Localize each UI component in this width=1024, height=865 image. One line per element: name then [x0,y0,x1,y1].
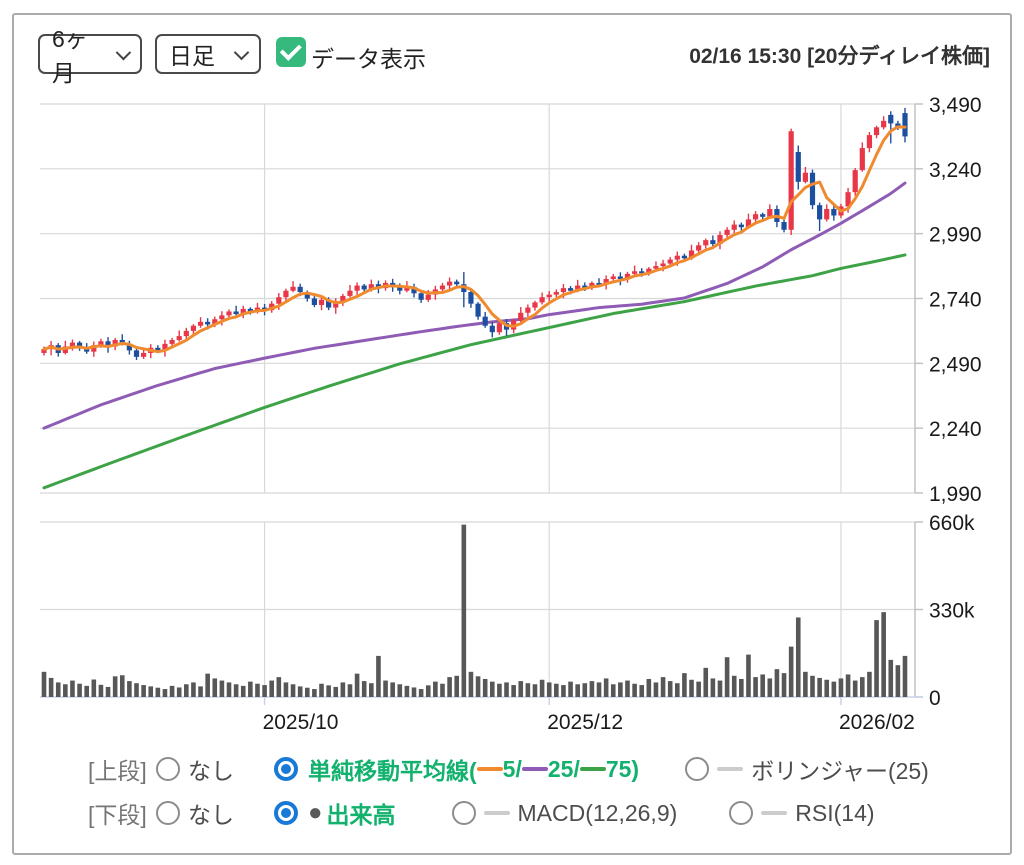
sma25-line-swatch [521,767,548,771]
lower-none-radio[interactable] [156,801,180,825]
lower-none-label[interactable]: なし [188,802,234,828]
rsi-label[interactable]: RSI(14) [795,799,875,826]
svg-text:3,240: 3,240 [929,159,982,182]
macd-label[interactable]: MACD(12,26,9) [517,799,678,826]
chevron-down-icon [233,44,250,60]
sma25-label: 25/ [547,755,580,782]
period-select[interactable]: 6ヶ月 [38,26,142,86]
upper-none-label[interactable]: なし [188,758,234,784]
check-icon [279,38,302,61]
sma-radio[interactable] [274,757,298,781]
volume-radio[interactable] [274,801,298,825]
svg-text:2,740: 2,740 [929,289,982,312]
macd-radio[interactable] [451,801,476,825]
interval-select-value: 日足 [169,43,215,69]
volume-bar-swatch: ● [308,799,323,826]
period-select-value: 6ヶ月 [52,26,88,86]
upper-indicator-row: [上段] なし 単純移動平均線( 5/ 25/ 75) ボリンジャー(25) [88,751,929,787]
lower-indicator-row: [下段] なし ● 出来高 MACD(12,26,9) RSI(14) [88,795,875,831]
data-display-label[interactable]: データ表示 [311,46,426,72]
svg-text:2025/12: 2025/12 [547,711,623,734]
rsi-line-swatch [761,811,788,815]
widget-frame [12,13,1012,855]
svg-text:330k: 330k [929,600,975,623]
svg-text:2,490: 2,490 [929,353,982,376]
interval-select[interactable]: 日足 [155,34,261,74]
svg-text:2,990: 2,990 [929,224,982,247]
svg-text:1,990: 1,990 [929,483,982,506]
svg-text:3,490: 3,490 [929,94,982,117]
volume-label[interactable]: 出来高 [326,802,396,828]
svg-text:660k: 660k [929,512,975,535]
quote-timestamp: 02/16 15:30 [20分ディレイ株価] [689,45,990,68]
svg-text:0: 0 [929,687,941,710]
bollinger-radio[interactable] [685,757,710,781]
chevron-down-icon [115,44,131,60]
lower-pane-label: [下段] [88,802,147,828]
upper-pane-label: [上段] [88,758,147,784]
price-volume-chart[interactable]: 3,490 3,240 2,990 2,740 2,490 2,240 1,990 660k 3… [12,86,1012,746]
sma-label[interactable]: 単純移動平均線( [308,758,477,784]
sma5-label: 5/ [502,755,522,782]
upper-none-radio[interactable] [156,757,180,781]
sma5-line-swatch [476,767,503,771]
svg-text:2026/02: 2026/02 [839,711,915,734]
bollinger-label[interactable]: ボリンジャー(25) [751,758,929,784]
rsi-radio[interactable] [729,801,754,825]
data-display-checkbox[interactable] [276,37,306,67]
svg-text:2025/10: 2025/10 [263,711,339,734]
sma75-line-swatch [579,767,606,771]
svg-text:2,240: 2,240 [929,418,982,441]
macd-line-swatch [483,811,510,815]
sma75-label: 75) [605,755,640,782]
bollinger-line-swatch [717,767,744,771]
